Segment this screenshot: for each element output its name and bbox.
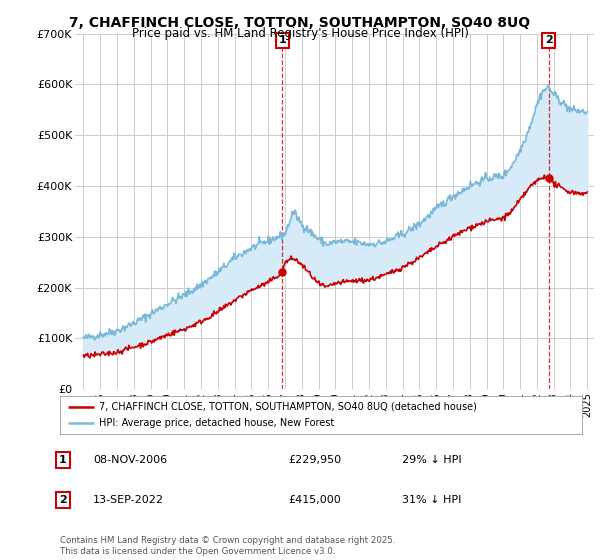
Text: Contains HM Land Registry data © Crown copyright and database right 2025.
This d: Contains HM Land Registry data © Crown c… [60, 536, 395, 556]
Text: £229,950: £229,950 [288, 455, 341, 465]
Text: 1: 1 [59, 455, 67, 465]
Text: 1: 1 [278, 35, 286, 45]
Text: 29% ↓ HPI: 29% ↓ HPI [402, 455, 461, 465]
Text: Price paid vs. HM Land Registry's House Price Index (HPI): Price paid vs. HM Land Registry's House … [131, 27, 469, 40]
Text: 2: 2 [59, 495, 67, 505]
Text: 7, CHAFFINCH CLOSE, TOTTON, SOUTHAMPTON, SO40 8UQ (detached house): 7, CHAFFINCH CLOSE, TOTTON, SOUTHAMPTON,… [99, 402, 477, 412]
Text: 2: 2 [545, 35, 553, 45]
Text: 7, CHAFFINCH CLOSE, TOTTON, SOUTHAMPTON, SO40 8UQ: 7, CHAFFINCH CLOSE, TOTTON, SOUTHAMPTON,… [70, 16, 530, 30]
Text: 13-SEP-2022: 13-SEP-2022 [93, 495, 164, 505]
Text: HPI: Average price, detached house, New Forest: HPI: Average price, detached house, New … [99, 418, 334, 428]
Text: 08-NOV-2006: 08-NOV-2006 [93, 455, 167, 465]
Text: £415,000: £415,000 [288, 495, 341, 505]
Text: 31% ↓ HPI: 31% ↓ HPI [402, 495, 461, 505]
